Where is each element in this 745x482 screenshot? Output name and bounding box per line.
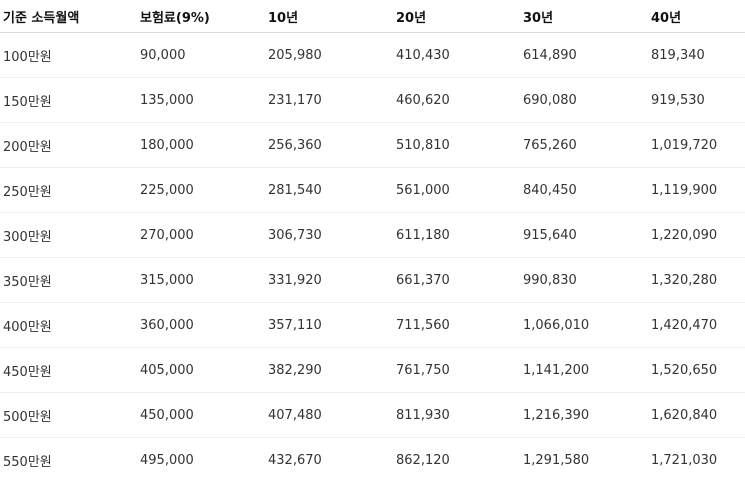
header-10-years: 10년	[265, 0, 393, 33]
cell-10-years: 382,290	[265, 347, 393, 393]
cell-10-years: 205,980	[265, 32, 393, 78]
cell-20-years: 410,430	[393, 32, 520, 78]
cell-income: 250만원	[0, 167, 137, 213]
cell-30-years: 1,216,390	[520, 392, 648, 438]
cell-30-years: 840,450	[520, 167, 648, 213]
cell-40-years: 919,530	[648, 77, 745, 123]
table-row: 350만원 315,000 331,920 661,370 990,830 1,…	[0, 257, 745, 303]
cell-income: 400만원	[0, 302, 137, 348]
table-row: 300만원 270,000 306,730 611,180 915,640 1,…	[0, 212, 745, 258]
cell-10-years: 432,670	[268, 452, 322, 468]
table-header: 기준 소득월액 보험료(9%) 10년 20년 30년 40년	[0, 0, 745, 33]
cell-40-years: 1,019,720	[648, 122, 745, 168]
cell-40-years: 1,721,030	[651, 452, 718, 468]
cell-30-years: 1,066,010	[520, 302, 648, 348]
cell-income: 550만원	[3, 454, 52, 470]
cell-30-years: 1,291,580	[523, 452, 590, 468]
cell-premium: 225,000	[137, 167, 265, 213]
cell-30-years: 614,890	[520, 32, 648, 78]
cell-premium: 450,000	[137, 392, 265, 438]
cell-40-years: 1,320,280	[648, 257, 745, 303]
cell-30-years: 1,141,200	[520, 347, 648, 393]
cell-10-years: 306,730	[265, 212, 393, 258]
cell-20-years: 711,560	[393, 302, 520, 348]
table-row: 200만원 180,000 256,360 510,810 765,260 1,…	[0, 122, 745, 168]
cell-40-years: 1,420,470	[648, 302, 745, 348]
cell-20-years: 862,120	[396, 452, 450, 468]
cell-30-years: 990,830	[520, 257, 648, 303]
cell-20-years: 761,750	[393, 347, 520, 393]
cell-20-years: 611,180	[393, 212, 520, 258]
header-income: 기준 소득월액	[0, 0, 137, 33]
cell-20-years: 661,370	[393, 257, 520, 303]
cell-30-years: 915,640	[520, 212, 648, 258]
header-30-years: 30년	[520, 0, 648, 33]
cell-10-years: 357,110	[265, 302, 393, 348]
cell-20-years: 811,930	[393, 392, 520, 438]
cell-premium: 90,000	[137, 32, 265, 78]
cell-20-years: 460,620	[393, 77, 520, 123]
cell-premium: 405,000	[137, 347, 265, 393]
table-row: 400만원 360,000 357,110 711,560 1,066,010 …	[0, 302, 745, 348]
table-row: 150만원 135,000 231,170 460,620 690,080 91…	[0, 77, 745, 123]
table-row: 550만원 495,000 432,670 862,120 1,291,580 …	[0, 438, 745, 482]
cell-10-years: 256,360	[265, 122, 393, 168]
cell-10-years: 407,480	[265, 392, 393, 438]
cell-40-years: 819,340	[648, 32, 745, 78]
cell-premium: 180,000	[137, 122, 265, 168]
header-20-years: 20년	[393, 0, 520, 33]
table-row: 250만원 225,000 281,540 561,000 840,450 1,…	[0, 167, 745, 213]
cell-40-years: 1,620,840	[648, 392, 745, 438]
cell-income: 150만원	[0, 77, 137, 123]
cell-income: 450만원	[0, 347, 137, 393]
table-row: 450만원 405,000 382,290 761,750 1,141,200 …	[0, 347, 745, 393]
cell-40-years: 1,119,900	[648, 167, 745, 213]
cell-income: 200만원	[0, 122, 137, 168]
cell-10-years: 331,920	[265, 257, 393, 303]
cell-30-years: 690,080	[520, 77, 648, 123]
cell-income: 500만원	[0, 392, 137, 438]
cell-income: 350만원	[0, 257, 137, 303]
cell-40-years: 1,520,650	[648, 347, 745, 393]
header-premium: 보험료(9%)	[137, 0, 265, 33]
cell-30-years: 765,260	[520, 122, 648, 168]
cell-premium: 135,000	[137, 77, 265, 123]
table-row: 500만원 450,000 407,480 811,930 1,216,390 …	[0, 392, 745, 438]
cell-premium: 315,000	[137, 257, 265, 303]
cell-premium: 360,000	[137, 302, 265, 348]
cell-10-years: 231,170	[265, 77, 393, 123]
cell-premium: 270,000	[137, 212, 265, 258]
table-body: 100만원 90,000 205,980 410,430 614,890 819…	[0, 32, 745, 482]
cell-premium: 495,000	[140, 452, 194, 468]
header-row: 기준 소득월액 보험료(9%) 10년 20년 30년 40년	[0, 0, 745, 33]
cell-income: 300만원	[0, 212, 137, 258]
cell-40-years: 1,220,090	[648, 212, 745, 258]
cell-20-years: 561,000	[393, 167, 520, 213]
cell-income: 100만원	[0, 32, 137, 78]
cell-10-years: 281,540	[265, 167, 393, 213]
header-40-years: 40년	[648, 0, 745, 33]
cell-20-years: 510,810	[393, 122, 520, 168]
table-row: 100만원 90,000 205,980 410,430 614,890 819…	[0, 32, 745, 78]
